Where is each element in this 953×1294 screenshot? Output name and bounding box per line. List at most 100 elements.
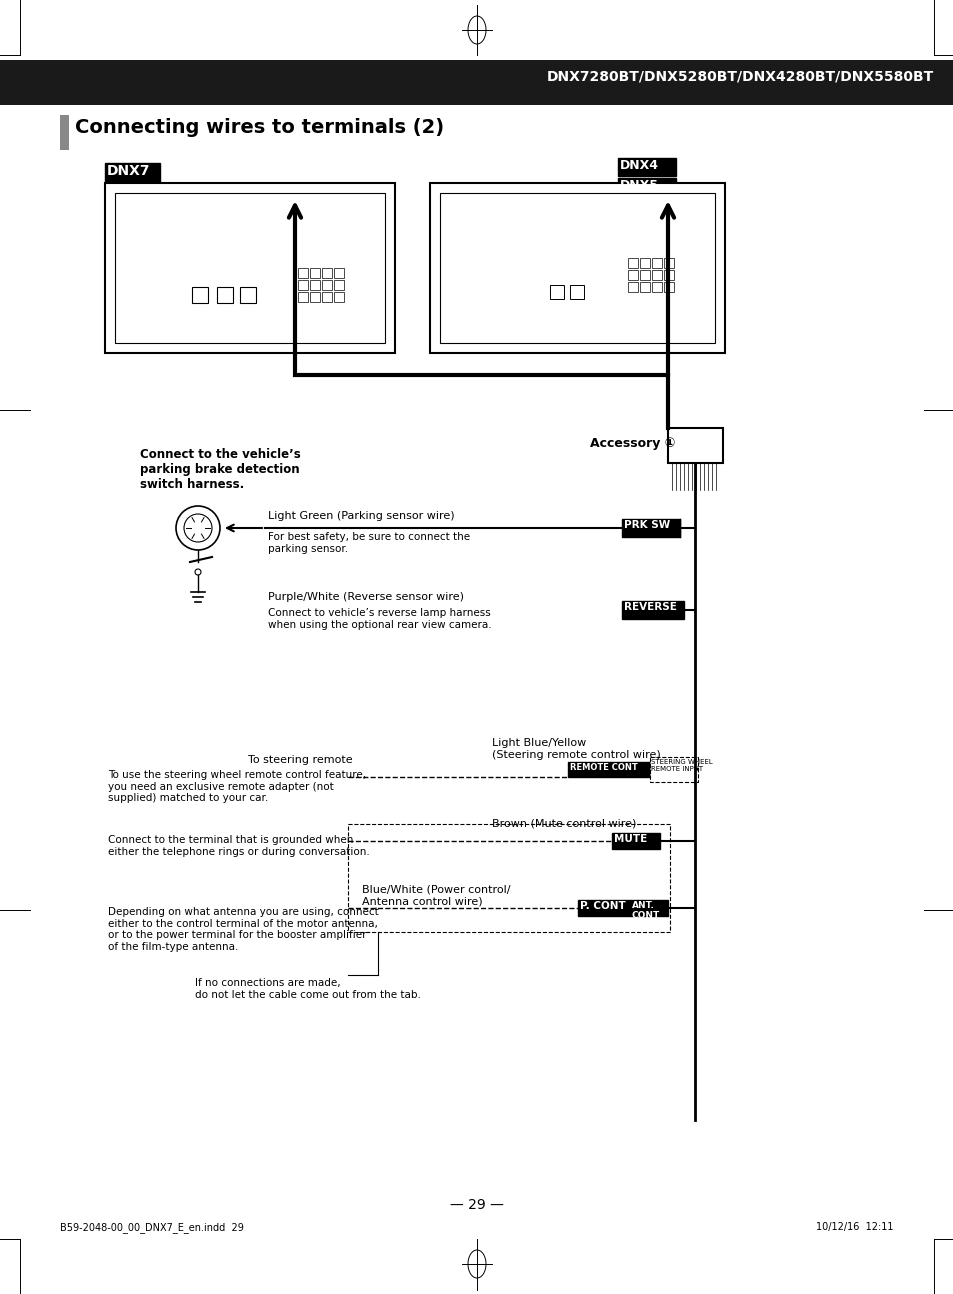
Bar <box>663 258 673 268</box>
Text: Blue/White (Power control/
Antenna control wire): Blue/White (Power control/ Antenna contr… <box>361 885 510 907</box>
Circle shape <box>146 254 173 282</box>
Bar <box>567 762 649 776</box>
Circle shape <box>153 261 166 274</box>
Bar <box>663 282 673 292</box>
Bar <box>651 282 661 292</box>
Text: REMOTE CONT: REMOTE CONT <box>569 763 638 773</box>
Bar <box>621 600 683 619</box>
Bar <box>216 287 233 303</box>
Circle shape <box>138 201 182 245</box>
Bar <box>663 270 673 280</box>
Text: DNX7: DNX7 <box>107 164 151 179</box>
Circle shape <box>593 202 633 242</box>
Text: Connecting wires to terminals (2): Connecting wires to terminals (2) <box>75 118 444 137</box>
Text: Purple/White (Reverse sensor wire): Purple/White (Reverse sensor wire) <box>268 591 463 602</box>
Circle shape <box>522 208 531 216</box>
Bar <box>297 268 308 278</box>
Bar <box>322 280 332 290</box>
Bar <box>334 280 344 290</box>
Bar <box>105 163 160 182</box>
Bar <box>667 428 722 463</box>
Bar <box>297 292 308 302</box>
Circle shape <box>194 569 201 575</box>
Circle shape <box>138 292 182 336</box>
Text: — 29 —: — 29 — <box>450 1198 503 1212</box>
Text: Light Green (Parking sensor wire): Light Green (Parking sensor wire) <box>268 511 455 521</box>
Circle shape <box>146 208 173 236</box>
Bar <box>618 179 676 195</box>
Bar <box>550 285 563 299</box>
Bar <box>310 268 319 278</box>
Text: PRK SW: PRK SW <box>623 520 670 531</box>
Bar <box>651 270 661 280</box>
Circle shape <box>511 234 542 267</box>
Bar <box>115 193 385 343</box>
Bar <box>105 182 395 353</box>
Text: 10/12/16  12:11: 10/12/16 12:11 <box>816 1222 893 1232</box>
Bar <box>627 270 638 280</box>
Text: Accessory ①: Accessory ① <box>589 437 675 450</box>
Circle shape <box>153 308 166 320</box>
Bar <box>310 292 319 302</box>
Bar <box>629 901 667 916</box>
Circle shape <box>517 202 537 223</box>
Bar <box>578 901 629 916</box>
Bar <box>639 282 649 292</box>
Bar <box>310 280 319 290</box>
Circle shape <box>479 202 499 223</box>
Bar <box>430 182 724 353</box>
Bar <box>649 757 698 782</box>
Circle shape <box>184 514 212 542</box>
Text: To steering remote: To steering remote <box>248 754 353 765</box>
Bar <box>297 280 308 290</box>
Bar <box>348 824 669 932</box>
Text: For best safety, be sure to connect the
parking sensor.: For best safety, be sure to connect the … <box>268 532 470 554</box>
Text: Light Blue/Yellow
(Steering remote control wire): Light Blue/Yellow (Steering remote contr… <box>492 738 660 760</box>
Bar <box>621 519 679 537</box>
Text: B59-2048-00_00_DNX7_E_en.indd  29: B59-2048-00_00_DNX7_E_en.indd 29 <box>60 1222 244 1233</box>
Bar <box>639 270 649 280</box>
Text: Connect to the vehicle’s
parking brake detection
switch harness.: Connect to the vehicle’s parking brake d… <box>140 448 300 490</box>
Circle shape <box>479 239 499 260</box>
Text: ANT.
CONT: ANT. CONT <box>631 901 659 920</box>
Bar <box>439 193 714 343</box>
Text: DNX5: DNX5 <box>619 179 659 192</box>
Circle shape <box>474 195 505 228</box>
Text: Brown (Mute control wire): Brown (Mute control wire) <box>492 818 636 828</box>
Text: STEERING WHEEL
REMOTE INPUT: STEERING WHEEL REMOTE INPUT <box>650 760 712 773</box>
Text: REVERSE: REVERSE <box>623 602 677 612</box>
Text: Depending on what antenna you are using, connect
either to the control terminal : Depending on what antenna you are using,… <box>108 907 378 952</box>
Circle shape <box>582 192 642 252</box>
Bar <box>639 258 649 268</box>
Text: To use the steering wheel remote control feature,
you need an exclusive remote a: To use the steering wheel remote control… <box>108 770 366 804</box>
Circle shape <box>485 246 494 254</box>
Circle shape <box>522 246 531 254</box>
Bar <box>618 158 676 176</box>
Circle shape <box>175 506 220 550</box>
Bar <box>627 258 638 268</box>
Bar <box>322 292 332 302</box>
Text: MUTE: MUTE <box>614 835 646 844</box>
Circle shape <box>138 246 182 290</box>
Bar <box>612 833 659 849</box>
Circle shape <box>485 208 494 216</box>
Bar <box>60 115 69 150</box>
Circle shape <box>517 239 537 260</box>
Circle shape <box>153 216 166 228</box>
Bar <box>627 282 638 292</box>
Bar <box>334 268 344 278</box>
Bar <box>192 287 208 303</box>
Text: Connect to the terminal that is grounded when
either the telephone rings or duri: Connect to the terminal that is grounded… <box>108 835 370 857</box>
Circle shape <box>146 300 173 327</box>
Circle shape <box>511 195 542 228</box>
Text: P. CONT: P. CONT <box>579 901 625 911</box>
Circle shape <box>474 234 505 267</box>
Bar <box>334 292 344 302</box>
Bar <box>0 60 953 105</box>
Text: Connect to vehicle’s reverse lamp harness
when using the optional rear view came: Connect to vehicle’s reverse lamp harnes… <box>268 608 491 630</box>
Text: DNX4: DNX4 <box>619 159 659 172</box>
Circle shape <box>233 195 296 260</box>
Circle shape <box>243 206 287 250</box>
Bar <box>569 285 583 299</box>
Text: If no connections are made,
do not let the cable come out from the tab.: If no connections are made, do not let t… <box>194 978 420 999</box>
